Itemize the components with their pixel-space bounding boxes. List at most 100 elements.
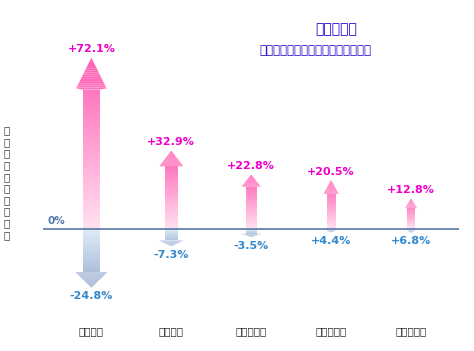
Polygon shape (82, 267, 100, 268)
Polygon shape (164, 227, 178, 228)
Polygon shape (164, 223, 178, 224)
Polygon shape (164, 225, 178, 226)
Polygon shape (329, 183, 333, 184)
Polygon shape (82, 239, 100, 240)
Polygon shape (242, 186, 261, 187)
Polygon shape (162, 161, 180, 163)
Polygon shape (82, 147, 100, 150)
Polygon shape (170, 152, 173, 153)
Polygon shape (91, 287, 92, 288)
Polygon shape (82, 214, 100, 216)
Polygon shape (84, 70, 99, 73)
Polygon shape (82, 139, 100, 141)
Polygon shape (82, 132, 100, 134)
Polygon shape (76, 87, 107, 90)
Polygon shape (164, 207, 178, 208)
Polygon shape (82, 247, 100, 248)
Polygon shape (164, 203, 178, 204)
Polygon shape (82, 257, 100, 258)
Polygon shape (164, 179, 178, 180)
Polygon shape (326, 189, 337, 190)
Polygon shape (246, 219, 257, 220)
Polygon shape (246, 204, 257, 205)
Polygon shape (324, 193, 339, 194)
Polygon shape (80, 79, 103, 81)
Polygon shape (242, 185, 261, 186)
Polygon shape (82, 263, 100, 264)
Polygon shape (244, 183, 258, 184)
Polygon shape (82, 240, 100, 241)
Polygon shape (89, 285, 94, 286)
Polygon shape (164, 186, 178, 187)
Text: 【日本株】: 【日本株】 (315, 22, 357, 36)
Polygon shape (82, 165, 100, 167)
Polygon shape (82, 264, 100, 265)
Polygon shape (164, 220, 178, 221)
Polygon shape (82, 186, 100, 188)
Polygon shape (82, 134, 100, 137)
Polygon shape (82, 171, 100, 173)
Polygon shape (327, 222, 336, 223)
Polygon shape (246, 226, 257, 227)
Polygon shape (82, 158, 100, 160)
Polygon shape (83, 73, 100, 75)
Polygon shape (164, 208, 178, 209)
Polygon shape (88, 284, 95, 285)
Polygon shape (327, 210, 336, 211)
Polygon shape (408, 211, 415, 212)
Text: １
年
あ
た
り
の
リ
タ
ー
ン: １ 年 あ た り の リ タ ー ン (4, 125, 10, 240)
Polygon shape (410, 200, 412, 201)
Polygon shape (82, 197, 100, 199)
Polygon shape (84, 281, 98, 282)
Text: -7.3%: -7.3% (154, 250, 189, 260)
Polygon shape (82, 92, 100, 94)
Polygon shape (82, 207, 100, 210)
Polygon shape (408, 215, 415, 216)
Polygon shape (82, 271, 100, 272)
Polygon shape (82, 278, 101, 279)
Polygon shape (164, 217, 178, 218)
Polygon shape (82, 188, 100, 190)
Polygon shape (164, 170, 178, 171)
Polygon shape (82, 96, 100, 98)
Polygon shape (87, 283, 96, 284)
Polygon shape (82, 248, 100, 249)
Polygon shape (82, 223, 100, 225)
Polygon shape (408, 209, 415, 210)
Polygon shape (408, 218, 415, 219)
Polygon shape (82, 128, 100, 130)
Polygon shape (82, 167, 100, 169)
Polygon shape (82, 175, 100, 177)
Polygon shape (408, 227, 415, 228)
Polygon shape (164, 189, 178, 190)
Polygon shape (87, 64, 96, 66)
Polygon shape (81, 277, 102, 278)
Polygon shape (408, 222, 415, 223)
Polygon shape (246, 207, 257, 208)
Polygon shape (82, 241, 100, 242)
Polygon shape (327, 227, 336, 228)
Polygon shape (82, 177, 100, 180)
Polygon shape (169, 153, 173, 154)
Text: ２０年投賄で元本割れリスクが消失: ２０年投賄で元本割れリスクが消失 (259, 44, 371, 57)
Polygon shape (82, 255, 100, 256)
Polygon shape (327, 187, 336, 188)
Polygon shape (82, 141, 100, 143)
Polygon shape (246, 196, 257, 197)
Polygon shape (82, 268, 100, 269)
Polygon shape (164, 180, 178, 181)
Polygon shape (327, 206, 336, 207)
Polygon shape (82, 105, 100, 107)
Polygon shape (82, 98, 100, 100)
Polygon shape (82, 249, 100, 250)
Polygon shape (82, 130, 100, 132)
Polygon shape (250, 175, 252, 176)
Polygon shape (82, 180, 100, 182)
Polygon shape (408, 210, 415, 211)
Polygon shape (246, 195, 257, 196)
Polygon shape (246, 197, 257, 198)
Polygon shape (246, 201, 257, 202)
Polygon shape (246, 227, 257, 228)
Text: +6.8%: +6.8% (391, 236, 431, 246)
Polygon shape (246, 211, 257, 212)
